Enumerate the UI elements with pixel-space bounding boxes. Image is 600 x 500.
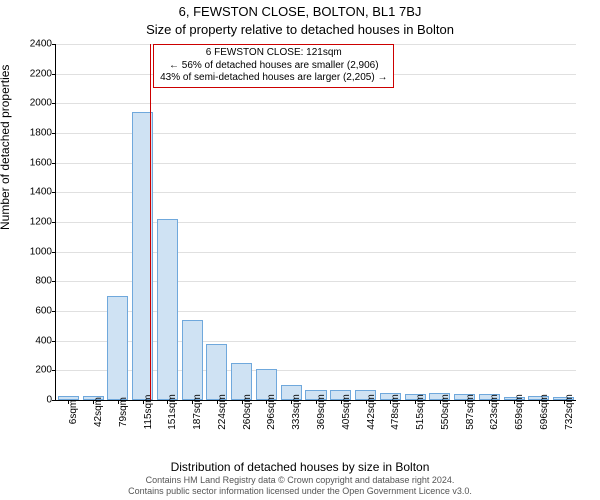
y-tick-label: 1400 bbox=[30, 187, 52, 198]
x-tick-label: 79sqm bbox=[118, 397, 129, 427]
x-tick-label: 187sqm bbox=[192, 394, 203, 430]
x-tick-label: 442sqm bbox=[366, 394, 377, 430]
y-tick-label: 2200 bbox=[30, 68, 52, 79]
y-axis-label: Number of detached properties bbox=[0, 65, 12, 230]
x-tick-label: 369sqm bbox=[316, 394, 327, 430]
x-tick-label: 151sqm bbox=[167, 394, 178, 430]
y-tick-mark bbox=[52, 341, 56, 342]
reference-marker-line bbox=[150, 44, 151, 400]
info-line-2: ← 56% of detached houses are smaller (2,… bbox=[160, 60, 387, 73]
x-tick-label: 42sqm bbox=[93, 397, 104, 427]
footer-line-1: Contains HM Land Registry data © Crown c… bbox=[0, 475, 600, 485]
y-tick-mark bbox=[52, 281, 56, 282]
y-tick-mark bbox=[52, 133, 56, 134]
y-tick-label: 600 bbox=[35, 306, 52, 317]
y-tick-mark bbox=[52, 311, 56, 312]
info-line-1: 6 FEWSTON CLOSE: 121sqm bbox=[160, 47, 387, 60]
y-tick-mark bbox=[52, 163, 56, 164]
y-tick-label: 1200 bbox=[30, 217, 52, 228]
x-tick-label: 405sqm bbox=[341, 394, 352, 430]
histogram-bar bbox=[206, 344, 227, 400]
grid-line bbox=[56, 103, 576, 104]
x-tick-label: 115sqm bbox=[143, 395, 154, 430]
y-tick-mark bbox=[52, 222, 56, 223]
x-tick-label: 224sqm bbox=[217, 394, 228, 430]
x-tick-label: 732sqm bbox=[564, 394, 575, 430]
y-tick-mark bbox=[52, 192, 56, 193]
y-tick-mark bbox=[52, 252, 56, 253]
x-axis-label: Distribution of detached houses by size … bbox=[0, 460, 600, 474]
histogram-bar bbox=[157, 219, 178, 400]
x-tick-label: 696sqm bbox=[539, 394, 550, 430]
y-tick-mark bbox=[52, 103, 56, 104]
x-tick-label: 296sqm bbox=[266, 394, 277, 430]
marker-info-box: 6 FEWSTON CLOSE: 121sqm ← 56% of detache… bbox=[153, 44, 394, 88]
page-title: 6, FEWSTON CLOSE, BOLTON, BL1 7BJ bbox=[0, 4, 600, 19]
y-tick-label: 2000 bbox=[30, 98, 52, 109]
info-line-3: 43% of semi-detached houses are larger (… bbox=[160, 72, 387, 85]
y-tick-label: 200 bbox=[35, 365, 52, 376]
y-tick-label: 1800 bbox=[30, 128, 52, 139]
x-tick-label: 659sqm bbox=[514, 394, 525, 430]
y-tick-label: 800 bbox=[35, 276, 52, 287]
x-tick-label: 623sqm bbox=[489, 394, 500, 430]
x-tick-label: 515sqm bbox=[415, 394, 426, 430]
histogram-bar bbox=[182, 320, 203, 400]
x-tick-label: 550sqm bbox=[440, 394, 451, 430]
y-tick-mark bbox=[52, 400, 56, 401]
y-tick-label: 400 bbox=[35, 335, 52, 346]
y-tick-mark bbox=[52, 74, 56, 75]
footer-line-2: Contains public sector information licen… bbox=[0, 486, 600, 496]
y-tick-mark bbox=[52, 44, 56, 45]
x-tick-label: 333sqm bbox=[291, 394, 302, 430]
y-tick-label: 1000 bbox=[30, 246, 52, 257]
x-tick-label: 587sqm bbox=[465, 394, 476, 430]
x-tick-label: 478sqm bbox=[390, 394, 401, 430]
chart-subtitle: Size of property relative to detached ho… bbox=[0, 22, 600, 37]
attribution-footer: Contains HM Land Registry data © Crown c… bbox=[0, 475, 600, 496]
x-tick-label: 6sqm bbox=[68, 400, 79, 424]
x-tick-label: 260sqm bbox=[242, 394, 253, 430]
histogram-bar bbox=[107, 296, 128, 400]
histogram-plot: 0200400600800100012001400160018002000220… bbox=[55, 44, 576, 401]
y-tick-label: 0 bbox=[46, 395, 52, 406]
y-tick-label: 2400 bbox=[30, 39, 52, 50]
y-tick-label: 1600 bbox=[30, 157, 52, 168]
y-tick-mark bbox=[52, 370, 56, 371]
